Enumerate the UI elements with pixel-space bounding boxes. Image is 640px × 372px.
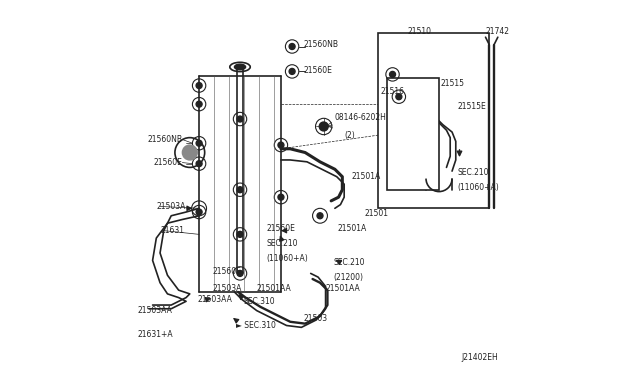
Text: 21503A: 21503A — [212, 284, 241, 293]
Text: 08146-6202H: 08146-6202H — [335, 113, 387, 122]
Text: 21501AA: 21501AA — [257, 284, 291, 293]
Bar — [378, 33, 489, 208]
Text: (2): (2) — [344, 131, 355, 140]
Text: 21631+A: 21631+A — [138, 330, 173, 339]
Text: 21516: 21516 — [380, 87, 404, 96]
Text: 21560NB: 21560NB — [147, 135, 182, 144]
Text: SEC.210: SEC.210 — [333, 258, 365, 267]
Circle shape — [396, 94, 402, 100]
Text: 21503: 21503 — [303, 314, 328, 323]
Circle shape — [319, 122, 328, 131]
Text: 21560E: 21560E — [212, 267, 241, 276]
Text: SEC.310: SEC.310 — [244, 297, 275, 306]
Circle shape — [196, 161, 202, 167]
Text: 21742: 21742 — [486, 27, 509, 36]
Circle shape — [182, 145, 197, 160]
Circle shape — [237, 116, 243, 122]
Text: 21560E: 21560E — [266, 224, 295, 233]
Circle shape — [289, 68, 295, 74]
Text: 21560E: 21560E — [303, 66, 332, 75]
Text: 21503A: 21503A — [156, 202, 186, 211]
Circle shape — [196, 101, 202, 107]
Circle shape — [237, 187, 243, 193]
Text: (11060+A): (11060+A) — [266, 254, 308, 263]
Text: ► SEC.310: ► SEC.310 — [236, 321, 276, 330]
Text: SEC.210: SEC.210 — [458, 169, 489, 177]
Text: 21501AA: 21501AA — [326, 284, 360, 293]
Text: J21402EH: J21402EH — [461, 353, 498, 362]
Text: 21503AA: 21503AA — [197, 295, 232, 304]
Circle shape — [196, 209, 202, 215]
Text: 21501A: 21501A — [338, 224, 367, 233]
Circle shape — [390, 71, 396, 77]
Text: 21560NB: 21560NB — [303, 40, 339, 49]
Bar — [387, 78, 439, 190]
Text: 21510: 21510 — [408, 27, 431, 36]
Circle shape — [196, 140, 202, 146]
Text: 21501A: 21501A — [351, 172, 381, 181]
Circle shape — [317, 213, 323, 219]
Circle shape — [278, 142, 284, 148]
Text: (21200): (21200) — [333, 273, 363, 282]
Ellipse shape — [234, 64, 246, 70]
Text: 21515: 21515 — [441, 79, 465, 88]
Text: (11060+A): (11060+A) — [458, 183, 499, 192]
Circle shape — [237, 231, 243, 237]
Text: SEC.210: SEC.210 — [266, 239, 298, 248]
Circle shape — [278, 194, 284, 200]
Text: 21501: 21501 — [365, 209, 388, 218]
Text: 21503AA: 21503AA — [138, 306, 173, 315]
Text: 21631: 21631 — [160, 226, 184, 235]
Circle shape — [237, 270, 243, 276]
Text: 21515E: 21515E — [458, 102, 486, 110]
Circle shape — [196, 83, 202, 89]
Text: 21560E: 21560E — [154, 158, 182, 167]
Circle shape — [289, 44, 295, 49]
